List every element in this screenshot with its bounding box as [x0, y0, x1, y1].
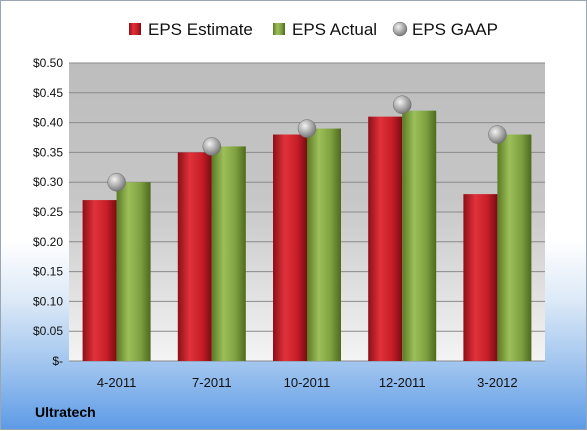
legend-label: EPS GAAP — [412, 20, 498, 39]
y-tick-label: $0.10 — [33, 294, 63, 308]
eps-actual-bar — [116, 182, 151, 361]
y-tick-label: $0.50 — [33, 56, 63, 70]
legend-gaap-swatch — [392, 21, 408, 37]
y-tick-label: $0.05 — [33, 324, 63, 338]
eps-actual-bar — [402, 110, 437, 362]
eps-actual-bar — [307, 128, 341, 361]
x-category-label: 10-2011 — [284, 375, 331, 390]
y-tick-label: $0.20 — [33, 235, 63, 249]
x-category-label: 7-2011 — [192, 375, 232, 390]
eps-gaap-marker — [488, 125, 507, 144]
legend-estimate-swatch — [129, 23, 141, 35]
y-tick-label: $0.40 — [33, 116, 63, 130]
y-tick-label: $- — [52, 354, 63, 368]
eps-actual-bar — [211, 146, 246, 361]
bars — [82, 110, 532, 362]
y-tick-label: $0.45 — [33, 86, 63, 100]
y-tick-label: $0.15 — [33, 265, 63, 279]
y-axis-ticks: $- $0.05 $0.10 $0.15 $0.20 $0.25 $0.30 $0.35 $0.… — [33, 56, 63, 368]
eps-gaap-marker — [297, 119, 317, 138]
legend: EPS Estimate EPS Actual EPS GAAP — [129, 20, 498, 39]
company-label: Ultratech — [35, 404, 96, 420]
legend-label: EPS Actual — [292, 20, 377, 39]
eps-estimate-bar — [368, 116, 403, 361]
eps-estimate-bar — [82, 200, 117, 361]
x-category-label: 3-2012 — [477, 375, 517, 390]
x-axis-labels: 4-2011 7-2011 10-2011 12-2011 3-2012 — [97, 375, 518, 390]
eps-actual-bar — [497, 134, 532, 361]
x-category-label: 12-2011 — [379, 375, 426, 390]
eps-gaap-marker — [392, 95, 412, 114]
y-tick-label: $0.35 — [33, 145, 63, 159]
x-category-label: 4-2011 — [97, 375, 137, 390]
gaap-markers — [107, 95, 507, 192]
eps-estimate-bar — [463, 194, 498, 361]
eps-estimate-bar — [273, 134, 307, 361]
legend-actual-swatch — [273, 23, 285, 35]
eps-estimate-bar — [177, 152, 212, 361]
eps-gaap-marker — [107, 172, 126, 192]
eps-gaap-marker — [202, 137, 222, 156]
y-tick-label: $0.25 — [33, 205, 63, 219]
legend-label: EPS Estimate — [148, 20, 253, 39]
y-tick-label: $0.30 — [33, 175, 63, 189]
